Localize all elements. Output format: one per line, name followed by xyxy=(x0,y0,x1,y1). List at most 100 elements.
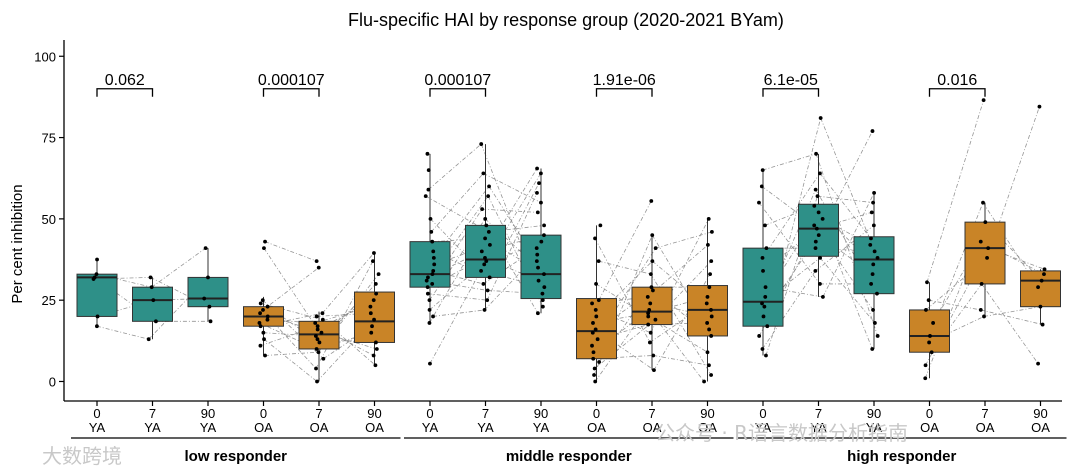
data-point xyxy=(430,272,435,277)
data-point xyxy=(707,327,712,332)
x-tick-day: 0 xyxy=(426,406,433,421)
data-point xyxy=(813,269,818,273)
x-tick-age: YA xyxy=(866,420,883,435)
data-point xyxy=(479,249,484,254)
data-point xyxy=(483,236,488,241)
x-tick-age: YA xyxy=(477,420,494,435)
data-point xyxy=(265,304,270,309)
paired-line xyxy=(819,257,876,324)
data-point xyxy=(710,229,714,234)
paired-line xyxy=(151,247,206,288)
paired-line xyxy=(655,231,713,249)
significance-bracket xyxy=(96,88,154,97)
data-point xyxy=(260,298,265,303)
paired-line xyxy=(260,325,318,347)
data-point xyxy=(314,314,319,319)
data-point xyxy=(263,353,267,358)
data-point xyxy=(207,304,212,309)
paired-line xyxy=(596,260,653,317)
paired-line xyxy=(429,260,487,311)
data-point xyxy=(923,376,928,381)
data-point xyxy=(821,295,825,299)
paired-line xyxy=(483,247,537,285)
data-point xyxy=(426,168,431,172)
x-tick-day: 90 xyxy=(700,406,714,421)
data-point xyxy=(316,350,321,355)
data-point xyxy=(872,190,876,195)
data-point xyxy=(538,171,543,176)
data-point xyxy=(535,252,540,257)
paired-line xyxy=(480,143,544,301)
data-point xyxy=(534,259,539,264)
data-point xyxy=(314,347,319,351)
data-point xyxy=(812,203,817,208)
x-tick-day: 0 xyxy=(593,406,600,421)
data-point xyxy=(868,242,873,247)
data-point xyxy=(820,216,825,221)
data-point xyxy=(371,259,375,264)
data-point xyxy=(761,314,766,319)
x-tick-age: OA xyxy=(365,420,384,435)
data-point xyxy=(593,236,597,241)
data-point xyxy=(707,285,712,290)
data-point xyxy=(649,199,654,203)
data-point xyxy=(923,363,928,368)
data-point xyxy=(486,194,491,199)
paired-line xyxy=(765,195,818,356)
data-point xyxy=(648,272,653,277)
data-point xyxy=(539,239,544,244)
paired-line xyxy=(598,200,652,301)
data-point xyxy=(374,291,379,296)
paired-line xyxy=(430,173,484,233)
data-point xyxy=(315,379,319,384)
data-point xyxy=(483,216,488,221)
data-point xyxy=(1040,322,1045,327)
data-point xyxy=(928,334,932,338)
data-point xyxy=(760,168,765,172)
data-point xyxy=(709,308,713,312)
data-point xyxy=(705,350,710,355)
data-point xyxy=(813,239,818,244)
x-tick-age: OA xyxy=(310,420,329,435)
p-value-label: 0.000107 xyxy=(258,72,325,89)
data-point xyxy=(319,330,324,335)
data-point xyxy=(427,298,432,303)
paired-line xyxy=(431,208,483,285)
paired-line xyxy=(265,351,319,356)
p-value-label: 0.016 xyxy=(937,72,977,89)
data-point xyxy=(374,347,379,351)
data-point xyxy=(653,317,658,322)
data-point xyxy=(818,282,822,286)
data-point xyxy=(1036,285,1040,290)
data-point xyxy=(320,311,325,316)
paired-line xyxy=(980,309,1043,325)
data-point xyxy=(764,246,769,251)
data-point xyxy=(315,324,320,329)
data-point xyxy=(94,272,99,277)
data-point xyxy=(651,288,655,293)
data-point xyxy=(648,301,653,306)
data-point xyxy=(95,314,100,319)
data-point xyxy=(376,272,381,277)
data-point xyxy=(206,275,210,280)
data-point xyxy=(708,272,712,277)
data-point xyxy=(480,207,485,212)
data-point xyxy=(428,216,433,221)
box-90-YA xyxy=(187,276,229,308)
x-tick-age: YA xyxy=(200,420,217,435)
paired-line xyxy=(815,225,875,272)
data-point xyxy=(979,282,984,286)
paired-line xyxy=(594,319,656,369)
paired-line xyxy=(981,283,1039,364)
paired-line xyxy=(594,238,651,343)
significance-bracket xyxy=(262,88,320,97)
data-point xyxy=(316,265,321,270)
data-point xyxy=(985,256,989,260)
x-tick-day: 90 xyxy=(867,406,881,421)
data-point xyxy=(265,314,270,319)
data-point xyxy=(590,330,595,335)
data-point xyxy=(368,304,373,309)
data-point xyxy=(875,291,879,296)
data-point xyxy=(596,298,601,303)
